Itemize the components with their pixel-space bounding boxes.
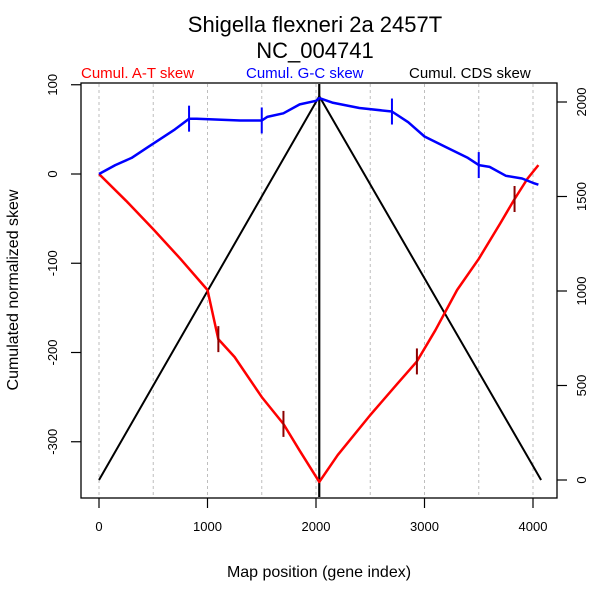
series-line-1 [98, 96, 539, 186]
y2-tick-label: 1000 [574, 277, 589, 306]
y2-tick-label: 500 [574, 375, 589, 397]
y-tick-label: -300 [45, 429, 60, 455]
series-line-0 [98, 164, 540, 484]
y-tick-label: -100 [45, 250, 60, 276]
x-axis: 0 1000 2000 3000 4000 [95, 498, 547, 534]
y2-tick-label: 2000 [574, 88, 589, 117]
series-group [98, 84, 542, 497]
y-tick-label: 100 [45, 74, 60, 96]
series-line-2 [98, 95, 542, 481]
x-tick-label: 4000 [519, 519, 548, 534]
x-axis-label: Map position (gene index) [227, 564, 411, 581]
y-axis-label: Cumulated normalized skew [5, 189, 22, 390]
y-tick-label: -200 [45, 339, 60, 365]
x-tick-label: 3000 [410, 519, 439, 534]
x-tick-label: 1000 [193, 519, 222, 534]
grid-lines [98, 84, 534, 497]
y-axis-left: 100 0 -100 -200 -300 [45, 74, 81, 455]
y-axis-right: 2000 1500 1000 500 0 [557, 88, 589, 484]
x-tick-label: 0 [95, 519, 102, 534]
chart-subtitle: NC_004741 [256, 38, 373, 63]
chart-title: Shigella flexneri 2a 2457T [188, 12, 442, 37]
legend-at-skew: Cumul. A-T skew [81, 65, 194, 82]
y2-tick-label: 1500 [574, 182, 589, 211]
x-tick-label: 2000 [302, 519, 331, 534]
y-tick-label: 0 [45, 170, 60, 177]
y2-tick-label: 0 [574, 476, 589, 483]
legend-gc-skew: Cumul. G-C skew [246, 65, 364, 82]
legend-cds-skew: Cumul. CDS skew [409, 65, 531, 82]
